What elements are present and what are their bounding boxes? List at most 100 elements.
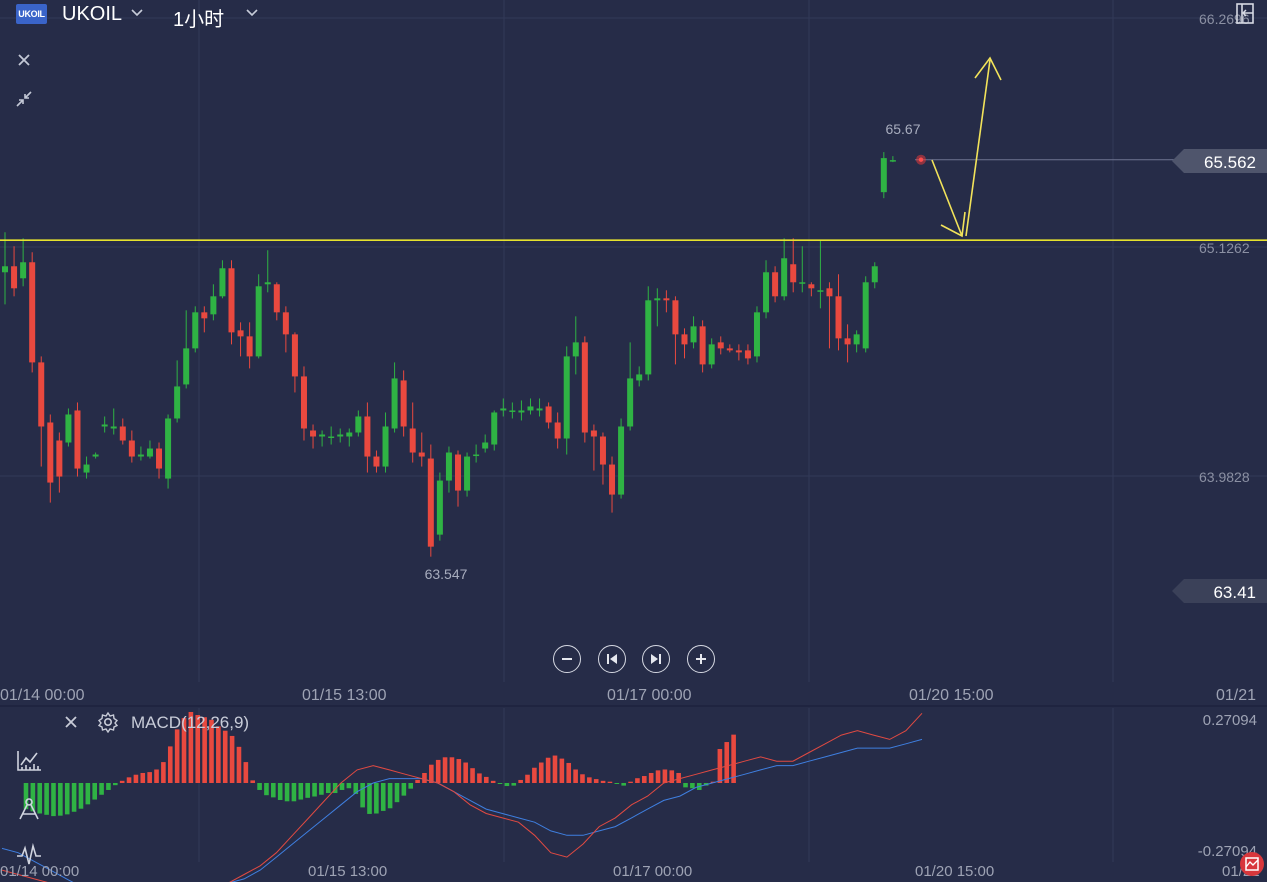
macd-histogram-bar — [58, 783, 63, 816]
candle-body — [763, 272, 770, 313]
macd-histogram-bar — [284, 783, 290, 802]
macd-histogram-bar — [133, 774, 139, 783]
candle-body — [310, 430, 317, 437]
collapse-icon[interactable] — [15, 90, 33, 111]
macd-histogram-bar — [394, 783, 400, 803]
macd-histogram-bar — [593, 779, 599, 783]
candle-body — [219, 268, 226, 297]
macd-time-axis-label: 01/15 13:00 — [308, 863, 387, 880]
time-axis-label: 01/20 15:00 — [909, 687, 994, 704]
symbol-selector[interactable]: UKOIL — [62, 3, 123, 25]
macd-series — [1, 711, 923, 882]
candle-body — [156, 448, 163, 469]
macd-histogram-bar — [222, 730, 228, 783]
macd-histogram-bar — [174, 729, 180, 783]
macd-histogram-bar — [92, 783, 97, 800]
candle-body — [554, 422, 561, 439]
macd-histogram-bar — [497, 783, 503, 784]
skip-back-icon[interactable] — [598, 645, 626, 673]
macd-histogram-bar — [573, 769, 578, 783]
candle-body — [599, 436, 606, 465]
candle-body — [255, 286, 262, 357]
candle-body — [337, 434, 344, 437]
macd-histogram-bar — [463, 762, 468, 783]
candle-body — [391, 378, 398, 429]
candle-body — [355, 416, 362, 433]
macd-histogram-bar — [628, 781, 633, 783]
candle-body — [65, 414, 72, 443]
chevron-down-icon[interactable] — [130, 6, 144, 23]
candle-body — [418, 452, 425, 457]
macd-histogram-bar — [525, 774, 530, 783]
macd-histogram-bar — [167, 746, 173, 783]
macd-histogram-bar — [490, 780, 496, 783]
candle-body — [699, 326, 706, 365]
macd-histogram-bar — [545, 757, 551, 783]
macd-histogram-bar — [449, 757, 455, 783]
signal-icon[interactable] — [15, 842, 43, 868]
close-icon[interactable] — [64, 714, 78, 732]
symbol-logo: UKOIL — [16, 4, 47, 24]
up-arrowhead — [974, 56, 1002, 81]
chevron-down-icon[interactable] — [245, 6, 259, 23]
macd-histogram-bar — [635, 778, 640, 783]
macd-histogram-bar — [291, 783, 297, 802]
macd-histogram-bar — [477, 773, 482, 783]
candle-body — [799, 282, 806, 284]
time-axis-label: 01/14 00:00 — [0, 687, 85, 704]
candle-body — [563, 356, 570, 439]
candle-body — [844, 338, 851, 345]
macd-label: MACD(12,26,9) — [131, 713, 250, 732]
macd-histogram-bar — [504, 783, 510, 787]
macd-histogram-bar — [374, 783, 379, 814]
candle-body — [74, 410, 81, 469]
candle-body — [364, 416, 371, 457]
down-arrowhead — [940, 211, 966, 238]
macd-histogram-bar — [85, 783, 91, 805]
macd-histogram-bar — [119, 780, 125, 783]
candle-body — [11, 266, 18, 289]
candle-body — [527, 406, 534, 411]
macd-histogram-bar — [126, 777, 132, 783]
indicator-icon[interactable] — [15, 748, 43, 774]
candle-body — [400, 380, 407, 427]
macd-histogram-bar — [181, 718, 187, 783]
screenshot-icon[interactable] — [1240, 852, 1264, 876]
candle-body — [618, 426, 625, 495]
zoom-in-icon[interactable] — [687, 645, 715, 673]
candle-body — [56, 440, 63, 477]
macd-histogram-bar — [360, 783, 365, 808]
macd-histogram-bar — [147, 772, 152, 783]
candle-body — [717, 342, 724, 349]
interval-selector[interactable]: 1小时 — [173, 9, 225, 31]
macd-histogram-bar — [367, 783, 372, 814]
macd-histogram-bar — [422, 772, 427, 783]
macd-histogram-bar — [264, 783, 269, 796]
macd-histogram-bar — [429, 764, 434, 783]
candle-body — [47, 422, 54, 483]
macd-histogram-bar — [298, 783, 304, 800]
macd-histogram-bar — [236, 746, 242, 783]
panel-toggle-icon[interactable] — [1234, 2, 1258, 26]
candle-body — [781, 258, 788, 297]
macd-histogram-bar — [250, 780, 256, 783]
macd-time-axis-label: 01/14 00:00 — [0, 863, 79, 880]
skip-forward-icon[interactable] — [642, 645, 670, 673]
macd-histogram-bar — [538, 762, 544, 783]
gear-icon[interactable] — [97, 711, 119, 736]
close-icon[interactable] — [17, 52, 31, 70]
macd-histogram-bar — [312, 783, 317, 797]
macd-histogram-bar — [683, 783, 688, 788]
macd-histogram-bar — [209, 719, 214, 783]
macd-histogram-bar — [642, 776, 647, 783]
macd-histogram-bar — [415, 779, 420, 783]
zoom-out-icon[interactable] — [553, 645, 581, 673]
macd-histogram-bar — [552, 755, 558, 783]
candle-body — [228, 268, 235, 333]
drawing-tool-icon[interactable] — [15, 796, 43, 822]
current-price-label: 65.562 — [1204, 153, 1256, 172]
macd-histogram-bar — [655, 770, 661, 783]
macd-histogram-bar — [380, 783, 386, 811]
